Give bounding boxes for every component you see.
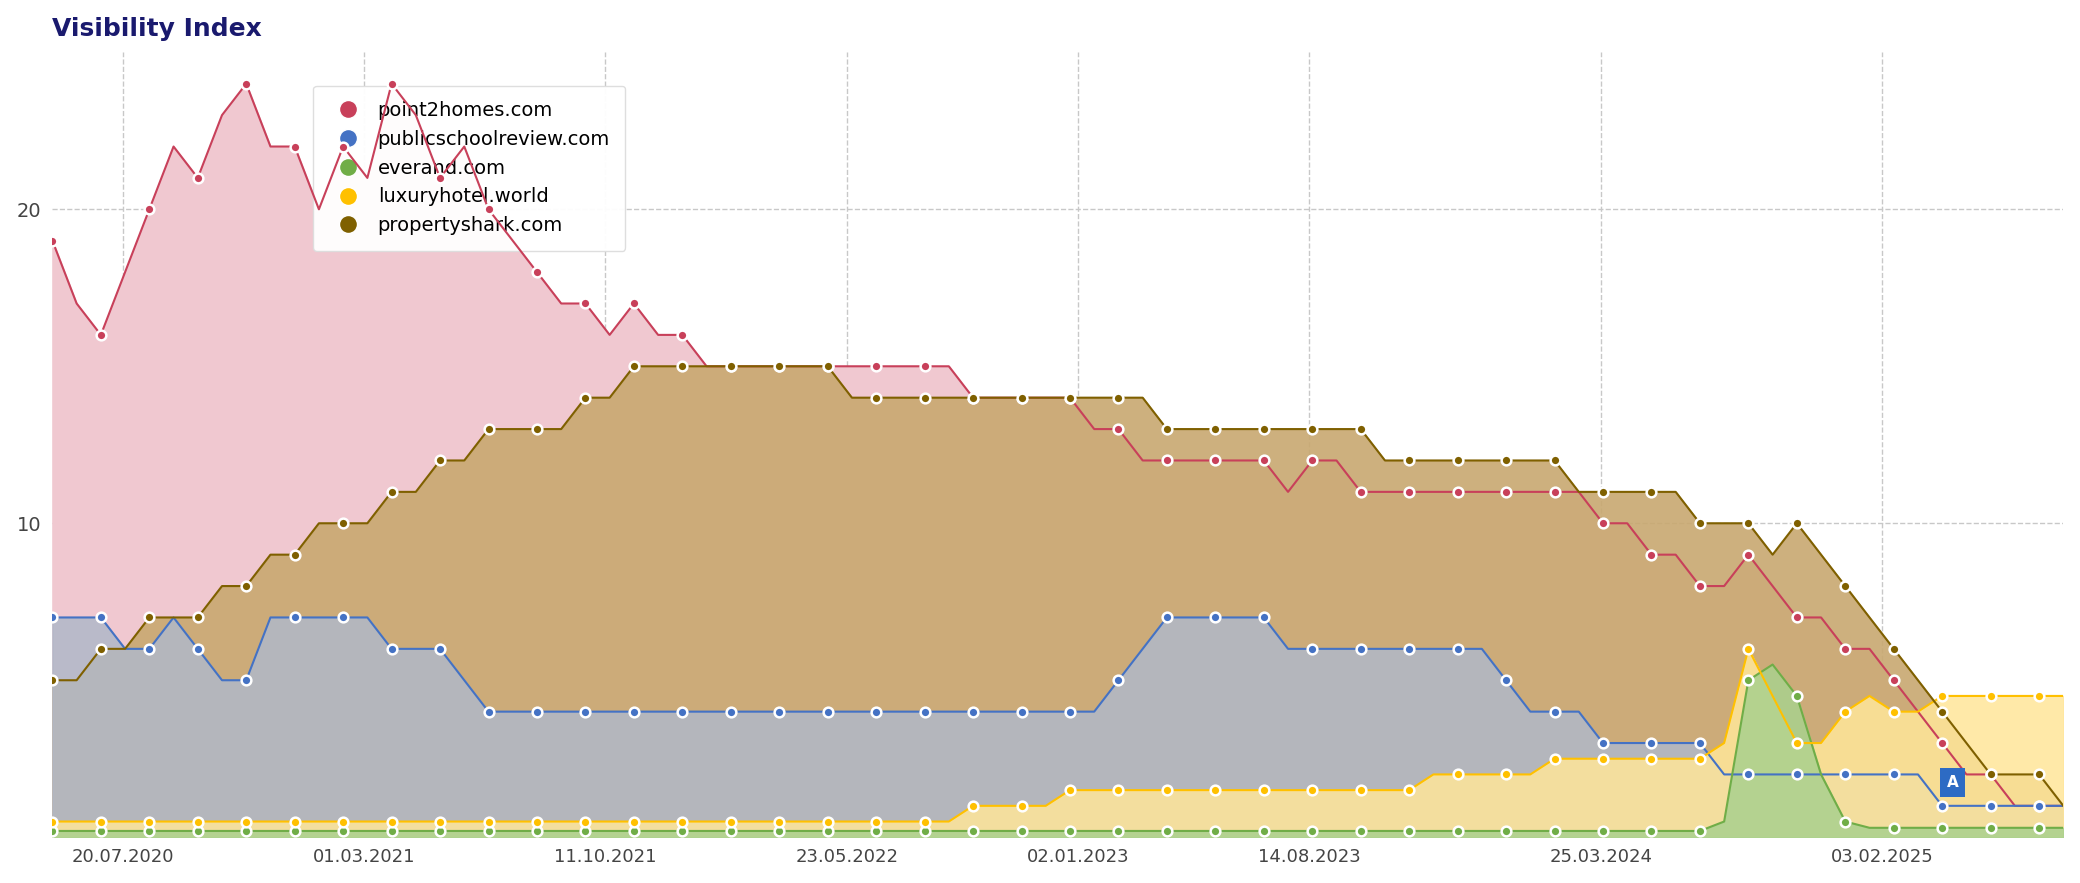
Legend: point2homes.com, publicschoolreview.com, everand.com, luxuryhotel.world, propert: point2homes.com, publicschoolreview.com,…: [314, 86, 626, 251]
Text: A: A: [1947, 774, 1959, 789]
Text: Visibility Index: Visibility Index: [52, 17, 262, 41]
